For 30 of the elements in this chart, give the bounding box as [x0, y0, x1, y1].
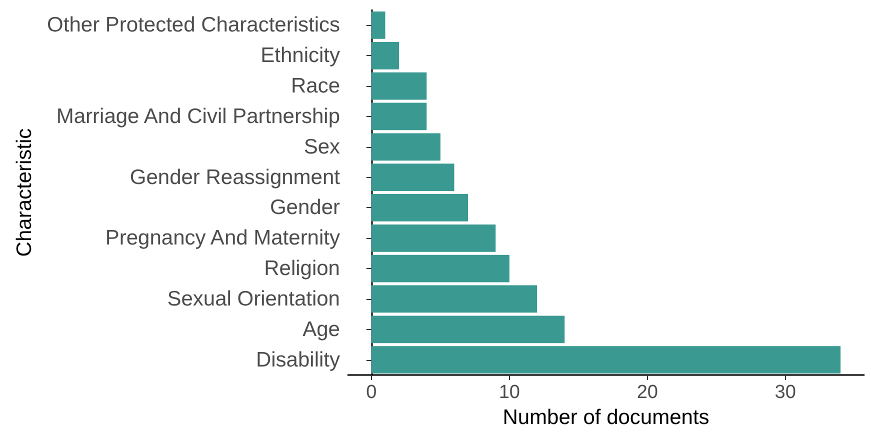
bar — [371, 102, 427, 130]
bar — [371, 346, 841, 374]
x-tick-label: 10 — [498, 382, 520, 403]
y-tick-label: Gender — [270, 196, 340, 220]
y-tick-label: Race — [290, 74, 340, 98]
bar — [371, 133, 440, 161]
x-tick-label: 30 — [774, 382, 796, 403]
bar — [371, 12, 386, 39]
bar — [371, 224, 496, 252]
bar — [371, 194, 468, 222]
x-tick-label: 20 — [636, 382, 658, 403]
bar — [371, 316, 565, 344]
y-tick-label: Other Protected Characteristics — [47, 14, 340, 37]
y-tick-label: Age — [302, 318, 340, 341]
bar — [371, 285, 538, 313]
bar — [371, 254, 510, 282]
y-tick-label: Pregnancy And Maternity — [105, 226, 340, 250]
y-tick-label: Ethnicity — [260, 44, 340, 68]
bar — [371, 164, 454, 191]
bar — [371, 72, 427, 100]
x-axis-title: Number of documents — [502, 406, 710, 429]
y-tick-label: Marriage And Civil Partnership — [56, 104, 340, 128]
y-axis-title: Characteristic — [13, 128, 36, 257]
y-tick-label: Gender Reassignment — [130, 166, 340, 189]
y-tick-label: Sex — [304, 135, 340, 158]
y-tick-label: Religion — [264, 257, 340, 280]
y-tick-label: Disability — [256, 348, 340, 372]
bar — [371, 42, 400, 70]
y-tick-label: Sexual Orientation — [167, 287, 340, 310]
x-tick-label: 0 — [366, 382, 377, 403]
